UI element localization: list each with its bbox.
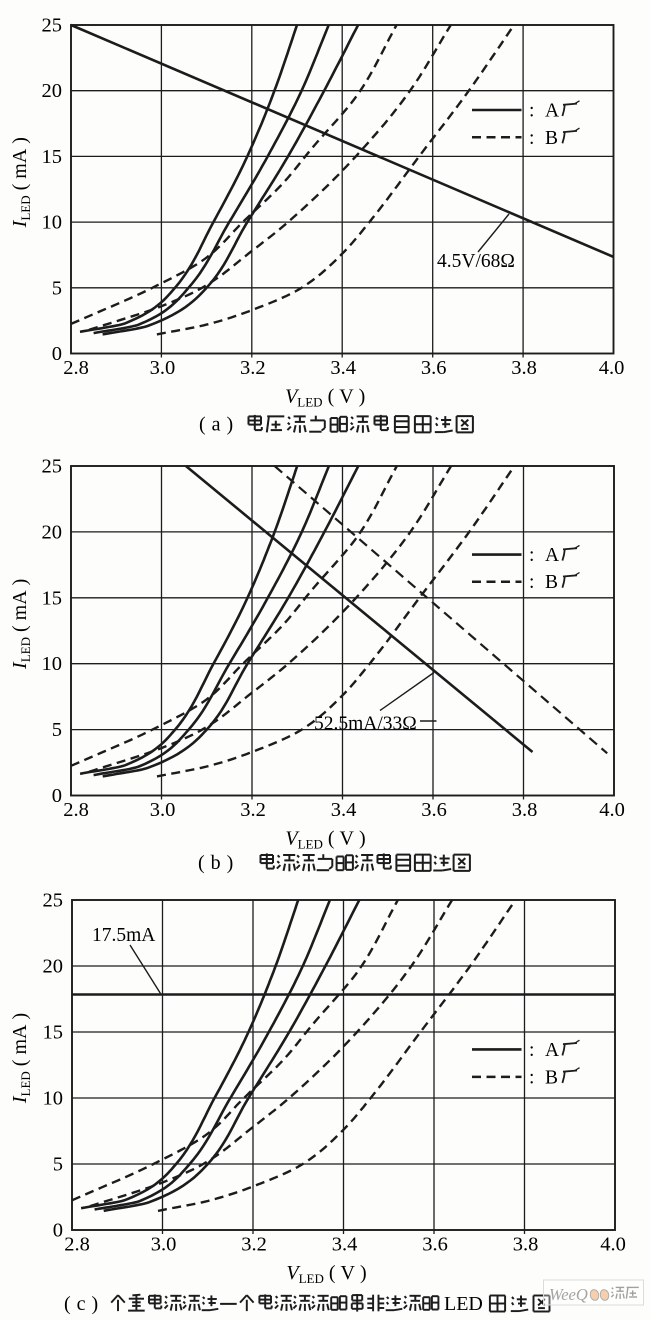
- svg-text:20: 20: [42, 521, 63, 543]
- svg-text:3.8: 3.8: [511, 357, 537, 379]
- svg-text:52.5mA/33Ω: 52.5mA/33Ω: [314, 714, 417, 735]
- svg-text:2.8: 2.8: [63, 357, 89, 379]
- svg-text:3.2: 3.2: [240, 799, 266, 821]
- svg-text:3.6: 3.6: [421, 357, 447, 379]
- svg-text::: :: [529, 128, 534, 149]
- svg-text:15: 15: [43, 1022, 64, 1044]
- svg-text:3.2: 3.2: [240, 357, 266, 379]
- svg-text:0: 0: [52, 343, 62, 365]
- svg-text:3.4: 3.4: [331, 799, 357, 821]
- svg-text::: :: [529, 101, 534, 122]
- svg-text:VLED ( V ): VLED ( V ): [285, 386, 365, 410]
- svg-text:VLED ( V ): VLED ( V ): [285, 828, 365, 852]
- svg-text:25: 25: [42, 456, 63, 478]
- svg-text:5: 5: [53, 1154, 63, 1176]
- svg-text:A: A: [545, 545, 559, 566]
- svg-text:ILED ( mA ): ILED ( mA ): [9, 137, 33, 228]
- svg-text:A: A: [545, 1040, 559, 1061]
- svg-text:4.0: 4.0: [600, 1234, 626, 1256]
- svg-text:4.0: 4.0: [599, 799, 625, 821]
- svg-text:4.0: 4.0: [599, 357, 625, 379]
- svg-text:25: 25: [42, 15, 63, 37]
- svg-text:VLED ( V ): VLED ( V ): [286, 1262, 366, 1286]
- svg-text::: :: [529, 572, 534, 593]
- svg-text:3.4: 3.4: [332, 1234, 358, 1256]
- svg-text:3.4: 3.4: [330, 357, 356, 379]
- svg-text:2.8: 2.8: [63, 799, 89, 821]
- svg-text:3.6: 3.6: [421, 799, 447, 821]
- svg-text:A: A: [545, 101, 559, 122]
- svg-text:3.0: 3.0: [150, 799, 176, 821]
- svg-text:3.0: 3.0: [151, 1234, 177, 1256]
- svg-text::: :: [529, 1040, 534, 1061]
- svg-text::: :: [529, 1067, 534, 1088]
- svg-text:25: 25: [43, 890, 64, 912]
- svg-text:B: B: [545, 1067, 558, 1088]
- svg-text:20: 20: [43, 956, 64, 978]
- svg-text:5: 5: [52, 719, 62, 741]
- svg-text:3.0: 3.0: [150, 357, 176, 379]
- svg-text:B: B: [545, 572, 558, 593]
- svg-text:20: 20: [42, 80, 63, 102]
- svg-text:2.8: 2.8: [64, 1234, 90, 1256]
- svg-text:ILED ( mA ): ILED ( mA ): [9, 579, 33, 670]
- svg-text:10: 10: [43, 1088, 64, 1110]
- svg-text:B: B: [545, 128, 558, 149]
- svg-text:10: 10: [42, 212, 63, 234]
- svg-text:4.5V/68Ω: 4.5V/68Ω: [437, 251, 515, 272]
- svg-text:5: 5: [52, 277, 62, 299]
- svg-text:0: 0: [52, 785, 62, 807]
- svg-text:3.8: 3.8: [512, 799, 538, 821]
- svg-text:ILED ( mA ): ILED ( mA ): [9, 1013, 33, 1104]
- svg-text:(a): (a): [199, 414, 239, 436]
- svg-text:0: 0: [53, 1220, 63, 1242]
- svg-text:(c): (c): [64, 1293, 104, 1315]
- svg-text:3.6: 3.6: [422, 1234, 448, 1256]
- svg-text::: :: [529, 545, 534, 566]
- svg-text:15: 15: [42, 146, 63, 168]
- svg-text:10: 10: [42, 653, 63, 675]
- svg-text:LED: LED: [444, 1293, 483, 1315]
- svg-text:17.5mA: 17.5mA: [92, 925, 155, 946]
- svg-text:3.8: 3.8: [513, 1234, 539, 1256]
- svg-text:WeeQ: WeeQ: [549, 1285, 588, 1304]
- svg-text:(b): (b): [198, 852, 239, 874]
- svg-text:3.2: 3.2: [241, 1234, 267, 1256]
- svg-text:15: 15: [42, 587, 63, 609]
